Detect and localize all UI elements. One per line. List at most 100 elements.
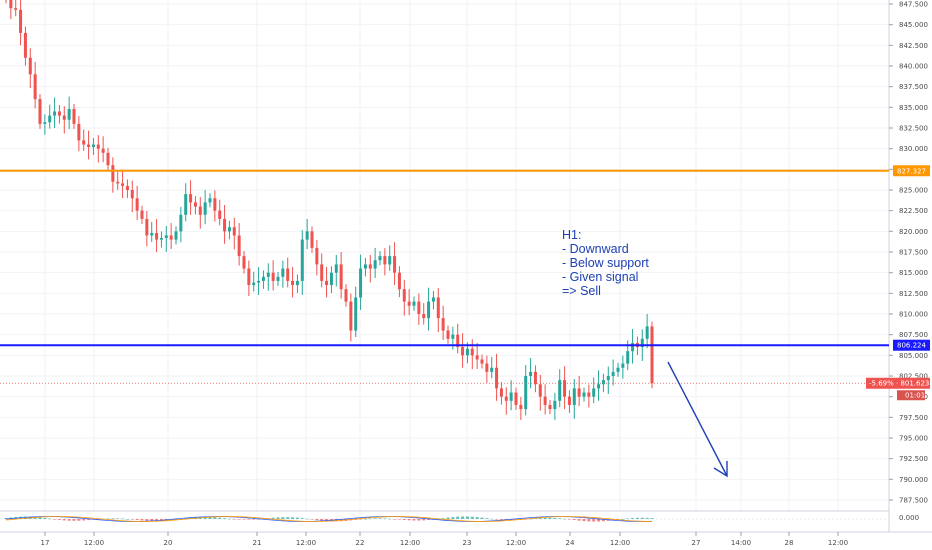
candle-body[interactable]	[227, 227, 231, 232]
candle-body[interactable]	[295, 280, 299, 286]
candle-body[interactable]	[402, 289, 406, 302]
candle-body[interactable]	[519, 404, 523, 410]
candle-body[interactable]	[271, 272, 275, 281]
candle-body[interactable]	[14, 8, 18, 10]
candle-body[interactable]	[213, 198, 217, 211]
candle-body[interactable]	[145, 218, 149, 236]
candle-body[interactable]	[344, 289, 348, 302]
candle-body[interactable]	[106, 152, 110, 166]
candle-body[interactable]	[514, 392, 518, 405]
candle-body[interactable]	[198, 206, 202, 215]
candle-body[interactable]	[57, 111, 61, 116]
candle-body[interactable]	[96, 144, 100, 149]
candle-body[interactable]	[208, 198, 212, 203]
candle-body[interactable]	[597, 384, 601, 389]
candle-body[interactable]	[422, 314, 426, 319]
sell-arrow[interactable]	[667, 361, 728, 478]
candle-body[interactable]	[509, 392, 513, 401]
candle-body[interactable]	[388, 256, 392, 265]
candle-body[interactable]	[72, 108, 76, 124]
candle-body[interactable]	[587, 392, 591, 397]
candle-body[interactable]	[417, 301, 421, 314]
candle-body[interactable]	[470, 348, 474, 356]
candle-body[interactable]	[184, 194, 188, 215]
candle-body[interactable]	[349, 301, 353, 331]
candle-body[interactable]	[121, 183, 125, 186]
candle-body[interactable]	[524, 376, 528, 410]
candle-body[interactable]	[397, 272, 401, 290]
candle-body[interactable]	[111, 165, 115, 182]
candle-body[interactable]	[67, 108, 71, 120]
candle-body[interactable]	[373, 260, 377, 269]
candle-body[interactable]	[446, 330, 450, 339]
candle-body[interactable]	[475, 355, 479, 360]
candle-body[interactable]	[38, 99, 42, 124]
candle-body[interactable]	[427, 301, 431, 319]
candle-body[interactable]	[130, 190, 134, 199]
candle-body[interactable]	[329, 272, 333, 286]
candle-body[interactable]	[82, 140, 86, 145]
candle-body[interactable]	[159, 237, 163, 240]
candle-body[interactable]	[237, 235, 241, 257]
candle-body[interactable]	[456, 334, 460, 348]
candle-body[interactable]	[9, 0, 13, 9]
candle-body[interactable]	[529, 371, 533, 376]
candle-body[interactable]	[62, 115, 66, 120]
candle-body[interactable]	[543, 396, 547, 405]
candle-body[interactable]	[169, 235, 173, 240]
candle-body[interactable]	[286, 268, 290, 281]
candle-body[interactable]	[43, 122, 47, 124]
candle-body[interactable]	[650, 326, 654, 384]
candle-body[interactable]	[116, 181, 120, 184]
candle-body[interactable]	[563, 380, 567, 397]
candle-body[interactable]	[261, 276, 265, 281]
candle-body[interactable]	[359, 268, 363, 298]
candle-body[interactable]	[325, 280, 329, 286]
candle-body[interactable]	[538, 384, 542, 397]
candle-body[interactable]	[19, 9, 23, 33]
candle-body[interactable]	[631, 342, 635, 352]
candle-body[interactable]	[315, 247, 319, 265]
candle-body[interactable]	[150, 232, 154, 236]
candle-body[interactable]	[305, 231, 309, 240]
candle-body[interactable]	[223, 218, 227, 232]
candle-body[interactable]	[572, 388, 576, 405]
candle-body[interactable]	[218, 210, 222, 219]
candle-body[interactable]	[310, 231, 314, 248]
candle-body[interactable]	[485, 363, 489, 372]
candle-body[interactable]	[125, 185, 129, 190]
candle-body[interactable]	[320, 264, 324, 281]
candle-body[interactable]	[436, 297, 440, 319]
candle-body[interactable]	[247, 268, 251, 286]
candle-body[interactable]	[53, 111, 57, 116]
candle-body[interactable]	[480, 359, 484, 364]
candle-body[interactable]	[378, 256, 382, 261]
candle-body[interactable]	[28, 57, 32, 75]
candle-body[interactable]	[393, 256, 397, 273]
candle-body[interactable]	[48, 115, 52, 123]
candle-body[interactable]	[645, 326, 649, 339]
candle-body[interactable]	[339, 264, 343, 290]
candle-body[interactable]	[266, 272, 270, 277]
candle-body[interactable]	[300, 239, 304, 281]
candle-body[interactable]	[616, 367, 620, 372]
candle-body[interactable]	[640, 338, 644, 348]
price-axis[interactable]: 847.500 845.000 842.500 840.000 837.500 835.0…	[889, 1, 928, 523]
candle-body[interactable]	[203, 202, 207, 215]
candle-body[interactable]	[383, 256, 387, 265]
candle-body[interactable]	[140, 210, 144, 219]
candle-body[interactable]	[291, 280, 295, 286]
candle-body[interactable]	[189, 194, 193, 203]
candle-body[interactable]	[553, 400, 557, 410]
annotation-text[interactable]: H1: - Downward - Below support - Given s…	[562, 228, 652, 298]
candle-body[interactable]	[135, 198, 139, 211]
candle-body[interactable]	[174, 231, 178, 240]
candle-body[interactable]	[354, 297, 358, 331]
candle-body[interactable]	[490, 367, 494, 372]
candle-body[interactable]	[193, 202, 197, 207]
candle-body[interactable]	[334, 264, 338, 273]
candle-body[interactable]	[33, 74, 37, 100]
candle-body[interactable]	[101, 148, 105, 153]
candle-body[interactable]	[495, 367, 499, 389]
